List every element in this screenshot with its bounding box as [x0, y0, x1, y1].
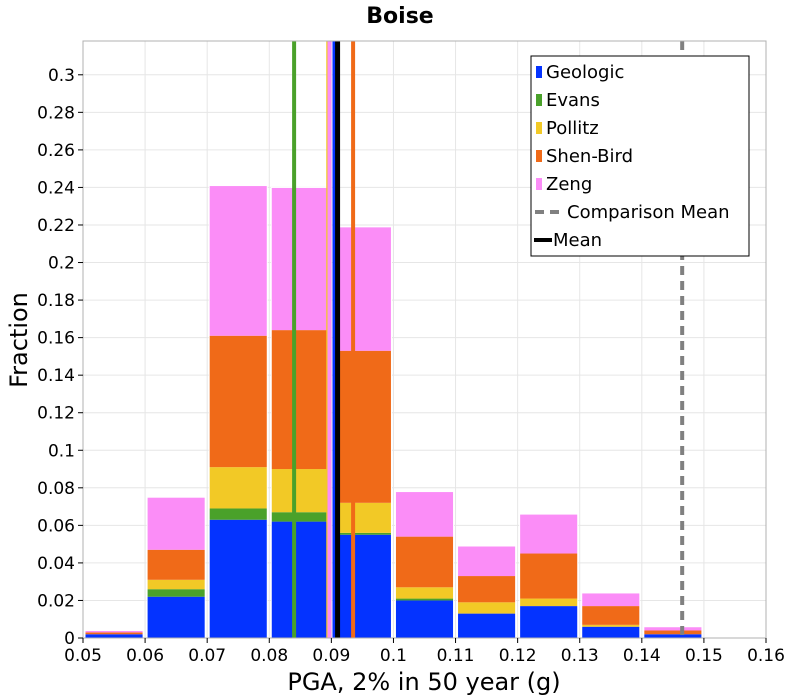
bar-segment-zeng: [457, 546, 516, 577]
y-tick-label: 0.28: [37, 103, 75, 123]
bar-segment-geologic: [643, 634, 702, 638]
chart-title: Boise: [366, 4, 433, 29]
bar-segment-zeng: [147, 497, 206, 550]
bar-segment-zeng: [395, 491, 454, 537]
bar-segment-geologic: [147, 596, 206, 638]
bar-segment-evans: [333, 532, 392, 535]
x-tick-label: 0.08: [250, 646, 288, 666]
legend-label: Geologic: [546, 62, 624, 83]
bar-segment-zeng: [519, 514, 578, 554]
y-tick-label: 0.2: [48, 254, 75, 274]
bar-segment-shen-bird: [209, 335, 268, 468]
y-tick-label: 0.26: [37, 141, 75, 161]
x-tick-label: 0.09: [312, 646, 350, 666]
bar-segment-shen-bird: [643, 630, 702, 635]
legend-label: Evans: [546, 90, 600, 111]
bar-segment-zeng: [271, 187, 330, 331]
legend-label: Zeng: [546, 174, 592, 195]
bar-segment-shen-bird: [395, 536, 454, 588]
bar-segment-evans: [147, 589, 206, 597]
y-tick-label: 0.18: [37, 291, 75, 311]
legend-swatch: [536, 66, 542, 78]
legend-swatch: [536, 94, 542, 106]
bar-segment-geologic: [457, 613, 516, 638]
bar-segment-zeng: [85, 630, 144, 633]
bar-segment-pollitz: [147, 579, 206, 590]
legend-swatch: [536, 122, 542, 134]
y-axis-label: Fraction: [5, 292, 33, 388]
legend-swatch: [536, 178, 542, 190]
plot-frame: [82, 40, 767, 639]
bar-segment-zeng: [209, 185, 268, 336]
bar-segment-pollitz: [519, 598, 578, 607]
x-axis-ticks: 0.05 0.06 0.07 0.08 0.09 0.1 0.11 0.12 0.13 0.14 0…: [64, 638, 785, 666]
bar-segment-pollitz: [209, 467, 268, 509]
y-tick-label: 0.1: [48, 441, 75, 461]
bar-segment-evans: [209, 508, 268, 520]
bar-segment-geologic: [209, 519, 268, 638]
x-tick-label: 0.05: [64, 646, 102, 666]
x-tick-label: 0.16: [747, 646, 785, 666]
bar-segment-evans: [271, 512, 330, 522]
bars: [84, 185, 765, 639]
x-tick-label: 0.11: [437, 646, 475, 666]
bar-segment-geologic: [519, 606, 578, 638]
bar-segment-pollitz: [271, 469, 330, 513]
y-tick-label: 0.24: [37, 178, 75, 198]
x-tick-label: 0.07: [188, 646, 226, 666]
bar-segment-shen-bird: [333, 350, 392, 503]
bar-segment-pollitz: [333, 502, 392, 533]
x-tick-label: 0.06: [126, 646, 164, 666]
legend-label: Mean: [553, 230, 602, 251]
bar-segment-geologic: [395, 600, 454, 638]
y-tick-label: 0.14: [37, 366, 75, 386]
bar-segment-zeng: [643, 626, 702, 631]
y-tick-label: 0.12: [37, 404, 75, 424]
bar-segment-evans: [395, 598, 454, 601]
y-tick-label: 0: [64, 629, 75, 649]
y-tick-label: 0.02: [37, 591, 75, 611]
y-tick-label: 0.16: [37, 329, 75, 349]
bar-segment-pollitz: [581, 624, 640, 627]
y-axis-ticks: 0 0.02 0.04 0.06 0.08 0.1 0.12 0.14 0.16 0.18 0.2 0…: [37, 66, 83, 649]
bar-segment-pollitz: [457, 602, 516, 614]
x-axis-label: PGA, 2% in 50 year (g): [287, 668, 560, 696]
y-tick-label: 0.04: [37, 554, 75, 574]
x-tick-label: 0.12: [499, 646, 537, 666]
legend-label: Comparison Mean: [567, 202, 730, 223]
y-tick-label: 0.06: [37, 516, 75, 536]
bar-segment-zeng: [333, 226, 392, 351]
legend-swatch: [536, 150, 542, 162]
bar-segment-shen-bird: [85, 632, 144, 635]
y-tick-label: 0.08: [37, 479, 75, 499]
bar-segment-geologic: [85, 634, 144, 638]
bar-segment-zeng: [581, 592, 640, 607]
bar-segment-shen-bird: [271, 330, 330, 470]
y-tick-label: 0.22: [37, 216, 75, 236]
bar-segment-shen-bird: [519, 553, 578, 599]
bar-segment-geologic: [271, 521, 330, 638]
bar-segment-geologic: [333, 534, 392, 638]
bar-segment-shen-bird: [581, 606, 640, 625]
legend-box: [530, 55, 750, 257]
x-tick-label: 0.14: [623, 646, 661, 666]
legend-label: Pollitz: [546, 118, 599, 139]
y-tick-label: 0.3: [48, 66, 75, 86]
legend: Geologic Evans Pollitz Shen-Bird Zeng Compari…: [530, 55, 750, 257]
bar-segment-shen-bird: [457, 576, 516, 603]
x-tick-label: 0.15: [685, 646, 723, 666]
bar-segment-pollitz: [395, 587, 454, 599]
legend-label: Shen-Bird: [546, 146, 633, 167]
x-tick-label: 0.1: [380, 646, 407, 666]
bar-segment-shen-bird: [147, 549, 206, 580]
x-tick-label: 0.13: [561, 646, 599, 666]
mean-lines: [292, 41, 685, 638]
bar-segment-geologic: [581, 626, 640, 638]
